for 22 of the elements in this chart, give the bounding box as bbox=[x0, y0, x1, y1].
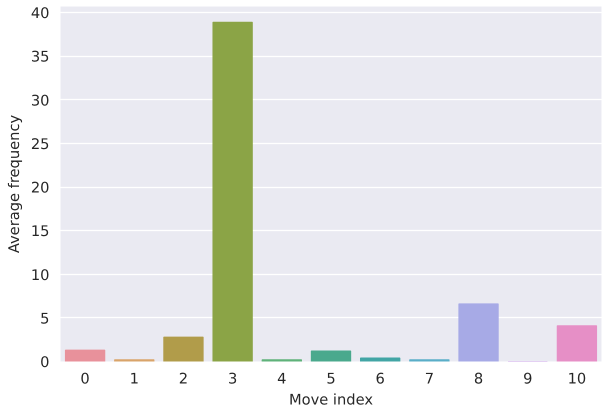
x-tick-label: 0 bbox=[80, 370, 90, 388]
x-tick-label: 1 bbox=[130, 370, 139, 388]
x-tick-label: 10 bbox=[568, 370, 586, 388]
y-tick-label: 30 bbox=[30, 92, 50, 110]
x-tick-label: 6 bbox=[376, 370, 385, 388]
x-tick-label: 4 bbox=[277, 370, 286, 388]
x-tick-label: 7 bbox=[424, 370, 434, 388]
y-tick-label: 40 bbox=[30, 5, 50, 22]
y-tick-label: 20 bbox=[30, 180, 50, 197]
y-tick-label: 25 bbox=[30, 136, 50, 153]
y-axis-title: Average frequency bbox=[6, 114, 23, 254]
x-tick-label: 5 bbox=[326, 370, 336, 388]
y-tick-label: 0 bbox=[40, 354, 50, 371]
y-tick-label: 5 bbox=[40, 310, 50, 328]
x-tick-label: 2 bbox=[178, 370, 188, 388]
x-tick-label: 9 bbox=[523, 370, 532, 388]
y-tick-label: 35 bbox=[30, 48, 50, 66]
y-tick-label: 15 bbox=[30, 223, 50, 240]
x-tick-label: 3 bbox=[228, 370, 238, 388]
x-tick-label: 8 bbox=[474, 370, 484, 388]
y-tick-label: 10 bbox=[30, 266, 50, 284]
x-axis-title: Move index bbox=[288, 392, 374, 408]
